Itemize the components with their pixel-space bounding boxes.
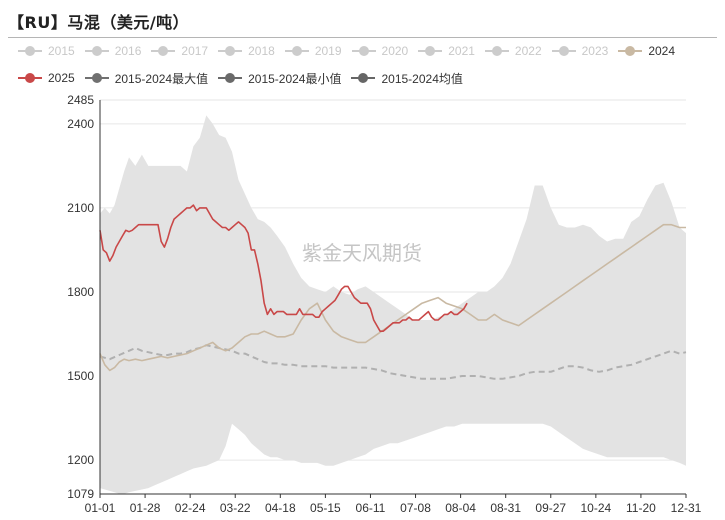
legend-marker-icon — [551, 45, 576, 57]
y-tick-label: 1200 — [67, 453, 94, 467]
legend-item-y-6[interactable]: 2021 — [418, 44, 475, 58]
x-tick-label: 05-15 — [310, 501, 341, 515]
legend-item-y-1[interactable]: 2016 — [84, 44, 142, 58]
x-tick-label: 04-18 — [265, 501, 296, 515]
legend-row-years: 2015 2016 2017 2018 2019 2020 2021 2022 2023 2024 — [18, 42, 718, 60]
x-tick-label: 02-24 — [175, 501, 206, 515]
x-tick-label: 11-20 — [626, 501, 656, 515]
legend-marker-icon — [84, 72, 109, 84]
y-tick-label: 2100 — [67, 201, 94, 215]
legend-item-y-3[interactable]: 2018 — [218, 44, 275, 58]
legend-item-y-2[interactable]: 2017 — [151, 44, 208, 58]
watermark: 紫金天风期货 — [302, 241, 422, 265]
y-tick-label: 1079 — [67, 487, 94, 501]
legend-marker-icon — [351, 45, 376, 57]
x-tick-label: 08-31 — [490, 501, 521, 515]
x-tick-label: 03-22 — [220, 501, 251, 515]
legend-marker-icon — [418, 45, 443, 57]
legend-marker-icon — [84, 45, 109, 57]
legend-item-y-7[interactable]: 2022 — [484, 44, 542, 58]
legend-label: 2025 — [48, 71, 75, 85]
legend-label: 2017 — [181, 44, 209, 58]
legend-label: 2015 — [48, 44, 75, 58]
chart-title: 【RU】马混（美元/吨） — [8, 13, 190, 32]
legend-marker-icon — [484, 45, 509, 57]
legend-label: 2019 — [314, 44, 342, 58]
y-tick-label: 2400 — [67, 117, 94, 131]
legend-item-y-5[interactable]: 2020 — [351, 44, 409, 58]
legend-item-y-4[interactable]: 2019 — [284, 44, 342, 58]
legend-item-s-2[interactable]: 2015-2024最小值 — [218, 70, 341, 87]
x-tick-label: 12-31 — [671, 501, 702, 515]
legend-marker-icon — [18, 72, 42, 84]
legend-label: 2015-2024最大值 — [114, 71, 209, 86]
legend-marker-icon — [618, 45, 643, 57]
y-tick-label: 2485 — [67, 93, 94, 107]
legend-label: 2024 — [648, 44, 676, 58]
y-tick-label: 1800 — [67, 285, 94, 299]
legend-row-stats: 2025 2015-2024最大值 2015-2024最小值 2015-2024均值 — [18, 69, 718, 87]
x-tick-label: 10-24 — [580, 501, 611, 515]
x-tick-label: 01-01 — [85, 501, 116, 515]
x-tick-label: 07-08 — [400, 501, 431, 515]
x-tick-label: 08-04 — [445, 501, 476, 515]
x-tick-label: 06-11 — [356, 501, 386, 515]
legend-label: 2021 — [448, 44, 475, 58]
legend-label: 2020 — [381, 44, 409, 58]
series-line-2024 — [99, 223, 686, 372]
legend-marker-icon — [218, 45, 243, 57]
legend-label: 2016 — [114, 44, 142, 58]
legend-item-s-1[interactable]: 2015-2024最大值 — [84, 70, 209, 87]
legend-label: 2018 — [248, 44, 275, 58]
legend-label: 2015-2024最小值 — [248, 71, 342, 86]
range-band — [100, 115, 686, 494]
y-tick-label: 1500 — [67, 369, 94, 383]
legend-label: 2022 — [514, 44, 542, 58]
legend-item-y-8[interactable]: 2023 — [551, 44, 609, 58]
series-line-2025 — [99, 204, 468, 332]
legend-label: 2015-2024均值 — [381, 71, 463, 86]
legend-marker-icon — [351, 72, 376, 84]
legend-marker-icon — [18, 45, 42, 57]
x-tick-label: 01-28 — [130, 501, 161, 515]
legend-marker-icon — [284, 45, 309, 57]
legend-item-y-9[interactable]: 2024 — [618, 44, 675, 58]
legend-item-y-0[interactable]: 2015 — [18, 44, 75, 58]
legend-item-s-0[interactable]: 2025 — [18, 71, 75, 85]
x-tick-label: 09-27 — [535, 501, 566, 515]
legend: 2015 2016 2017 2018 2019 2020 2021 2022 2023 2024… — [18, 42, 718, 96]
title-divider — [8, 37, 717, 38]
legend-marker-icon — [218, 72, 243, 84]
legend-marker-icon — [151, 45, 176, 57]
legend-item-s-3[interactable]: 2015-2024均值 — [351, 70, 463, 87]
legend-label: 2023 — [581, 44, 609, 58]
